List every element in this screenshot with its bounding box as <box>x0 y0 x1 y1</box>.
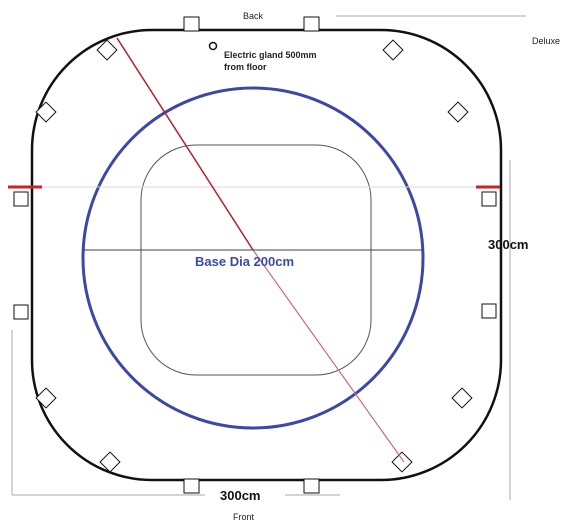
dimension-lines <box>11 15 526 500</box>
diagonal-upper <box>116 37 254 251</box>
bracket <box>391 451 413 473</box>
bracket <box>303 16 320 32</box>
bracket <box>99 451 121 473</box>
base-dia-label: Base Dia 200cm <box>195 254 294 269</box>
bracket <box>481 303 497 319</box>
bracket <box>96 39 118 61</box>
inner-seat-outline <box>140 144 372 376</box>
height-dimension-label: 300cm <box>488 237 528 252</box>
bracket <box>35 387 57 409</box>
bracket <box>382 39 404 61</box>
gland-label-line2: from floor <box>224 62 267 72</box>
bracket <box>183 16 200 32</box>
bracket <box>447 101 469 123</box>
bracket <box>451 387 473 409</box>
bracket <box>35 101 57 123</box>
front-label: Front <box>233 512 255 522</box>
width-dimension-label: 300cm <box>220 488 260 503</box>
back-label: Back <box>243 11 264 21</box>
gland-label-line1: Electric gland 500mm <box>224 50 317 60</box>
bracket <box>481 191 497 207</box>
support-brackets <box>13 16 497 494</box>
electric-gland-icon <box>208 41 218 51</box>
diagonal-lower <box>252 249 405 463</box>
bracket <box>183 478 200 494</box>
model-label: Deluxe <box>532 36 560 46</box>
bracket <box>13 191 29 207</box>
bracket <box>13 304 29 320</box>
bracket <box>303 478 320 494</box>
base-circle <box>81 86 425 430</box>
outer-tub-outline <box>30 28 503 482</box>
